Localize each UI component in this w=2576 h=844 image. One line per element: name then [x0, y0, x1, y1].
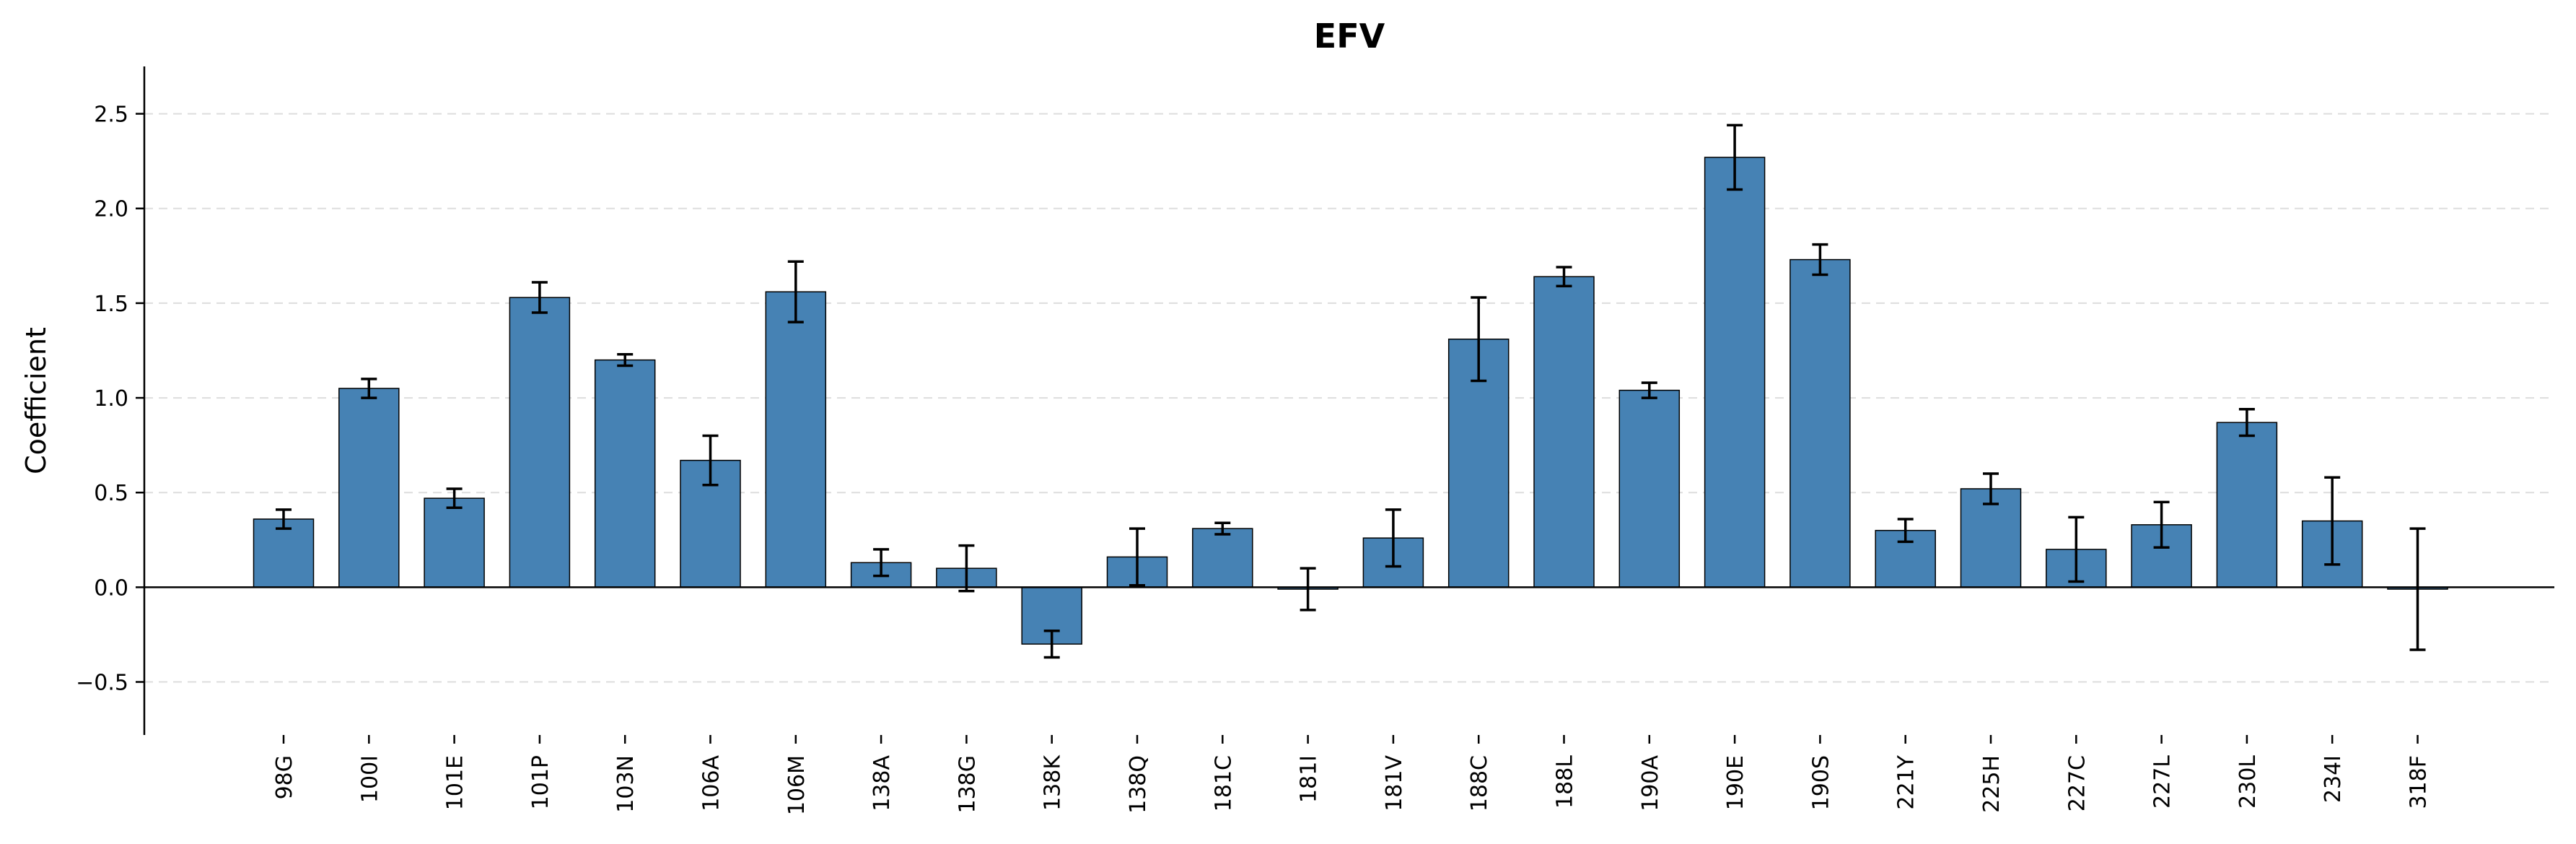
x-tick-label: 190A	[1638, 755, 1663, 812]
y-tick-label: 2.0	[94, 197, 128, 222]
x-tick-label: 234I	[2321, 755, 2346, 803]
chart-title: EFV	[1314, 17, 1385, 56]
x-tick-label: 138A	[869, 755, 895, 812]
x-tick-label: 225H	[1979, 755, 2005, 813]
bar-190E	[1704, 157, 1766, 588]
x-tick-label: 227C	[2064, 755, 2090, 812]
x-tick-label: 181I	[1297, 755, 1322, 803]
x-tick-label: 100I	[357, 755, 382, 803]
bar-190A	[1618, 389, 1681, 588]
bars	[253, 123, 2448, 659]
x-tick-label: 106A	[699, 755, 724, 812]
x-tick-label: 138G	[955, 755, 980, 814]
x-tick-label: 138Q	[1126, 755, 1151, 814]
x-tick-label: 181C	[1211, 755, 1236, 812]
y-axis-label: Coefficient	[20, 327, 52, 474]
x-tick-label: 138K	[1041, 754, 1066, 811]
gridlines	[144, 113, 2554, 683]
x-tick-label: 103N	[613, 755, 639, 813]
bar-190S	[1789, 258, 1851, 588]
x-tick-label: 98G	[272, 755, 297, 799]
x-tick-label: 190S	[1808, 755, 1834, 810]
y-tick-label: 0.0	[94, 575, 128, 601]
x-tick-label: 221Y	[1894, 754, 1919, 809]
bar-230L	[2216, 422, 2278, 588]
bar-101E	[424, 497, 485, 588]
y-tick-label: 2.5	[94, 103, 128, 128]
x-tick-label: 190E	[1723, 755, 1748, 810]
bar-188L	[1533, 276, 1595, 588]
x-tick-label: 318F	[2406, 755, 2432, 809]
x-tick-label: 106M	[784, 755, 810, 815]
y-tick-label: −0.5	[76, 671, 128, 696]
x-tick-label: 230L	[2235, 755, 2261, 809]
bar-101P	[509, 297, 571, 588]
x-tick-label: 227L	[2150, 755, 2176, 809]
bar-100I	[338, 388, 400, 588]
x-tick-label: 101P	[528, 755, 553, 809]
x-tick-label: 181V	[1382, 755, 1407, 812]
x-tick-label: 188C	[1467, 755, 1492, 812]
bar-98G	[253, 518, 315, 588]
x-tick-label: 101E	[443, 755, 468, 810]
bar-181C	[1192, 528, 1253, 588]
y-tick-label: 1.5	[94, 292, 128, 317]
y-tick-label: 0.5	[94, 481, 128, 506]
x-tick-label: 188L	[1553, 755, 1578, 809]
axes: −0.5 0.0 0.5 1.0 1.5 2.0 2.5 98G 100I 101E 101P 103…	[76, 66, 2554, 815]
bar-106M	[765, 291, 827, 588]
y-tick-label: 1.0	[94, 386, 128, 412]
bar-103N	[594, 359, 656, 588]
